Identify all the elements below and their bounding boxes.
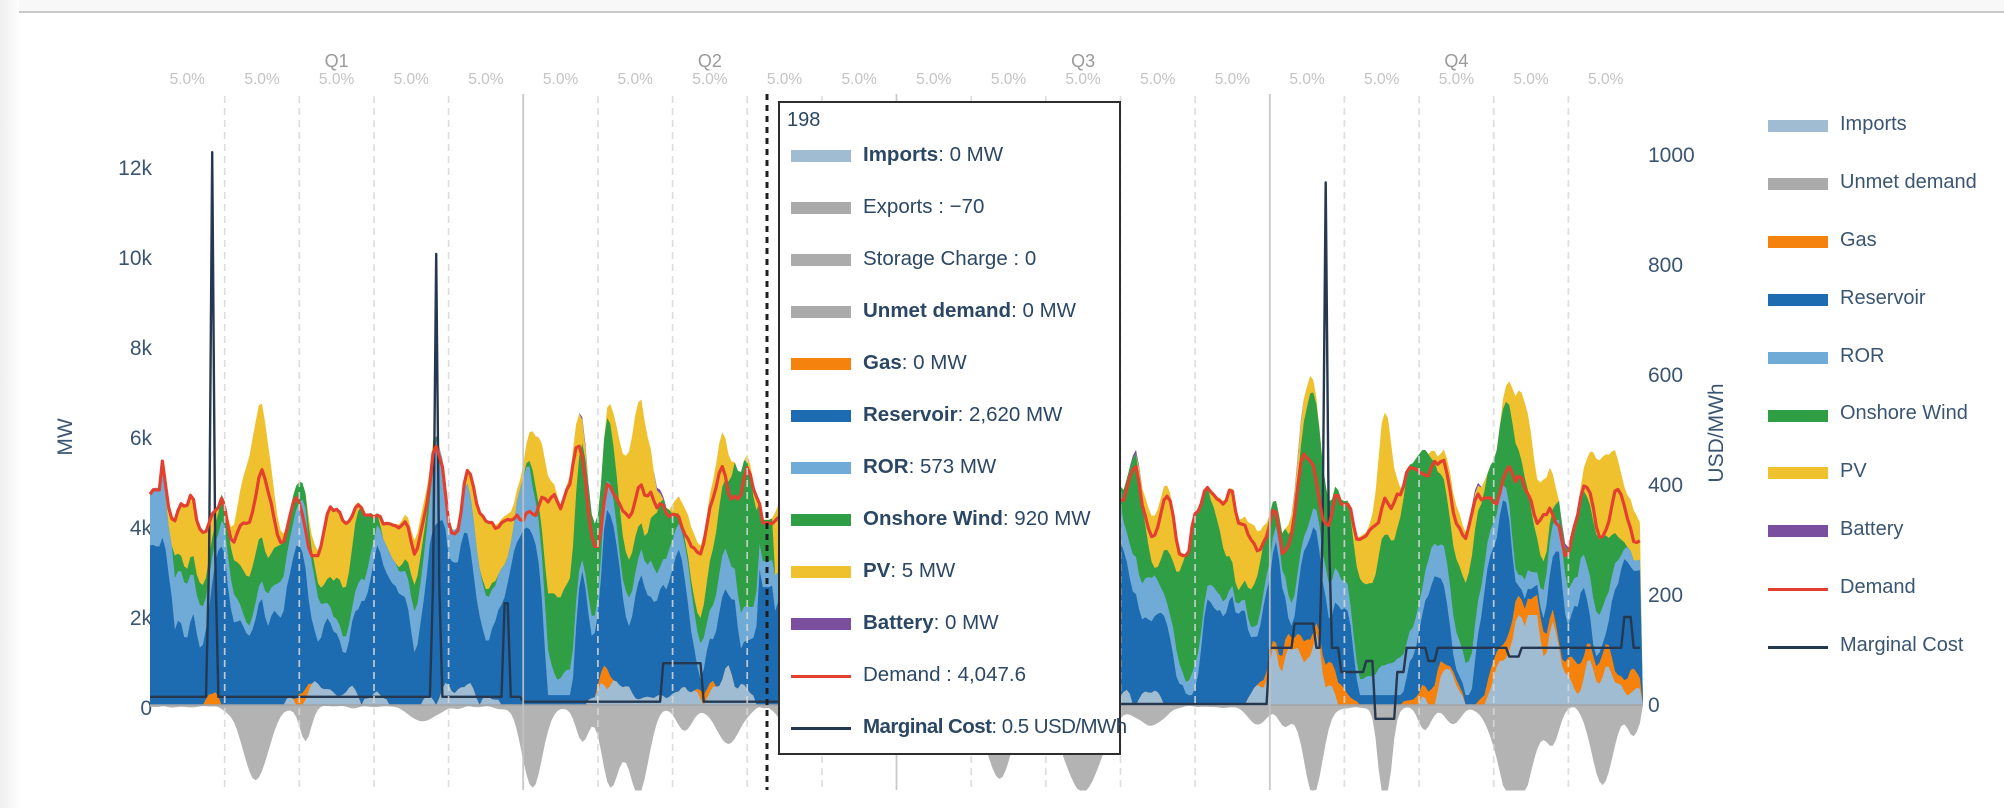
svg-text:5.0%: 5.0% — [916, 71, 952, 88]
svg-text:400: 400 — [1648, 474, 1683, 497]
svg-text:5.0%: 5.0% — [1140, 71, 1176, 88]
svg-text:4k: 4k — [130, 517, 153, 540]
svg-text:0: 0 — [140, 697, 152, 720]
svg-text:Q4: Q4 — [1444, 51, 1468, 71]
svg-text:5.0%: 5.0% — [1364, 71, 1400, 88]
svg-text:Q2: Q2 — [698, 51, 722, 71]
svg-text:2k: 2k — [130, 607, 153, 630]
svg-text:5.0%: 5.0% — [244, 71, 280, 88]
svg-text:8k: 8k — [130, 337, 153, 360]
svg-text:10k: 10k — [118, 247, 152, 270]
svg-text:6k: 6k — [130, 427, 153, 450]
svg-text:5.0%: 5.0% — [170, 71, 206, 88]
svg-text:200: 200 — [1648, 584, 1683, 607]
svg-text:800: 800 — [1648, 254, 1683, 277]
svg-text:5.0%: 5.0% — [692, 71, 728, 88]
svg-text:5.0%: 5.0% — [618, 71, 654, 88]
svg-text:MW: MW — [54, 418, 77, 455]
svg-text:5.0%: 5.0% — [1289, 71, 1325, 88]
svg-text:5.0%: 5.0% — [767, 71, 803, 88]
svg-text:5.0%: 5.0% — [842, 71, 878, 88]
svg-text:5.0%: 5.0% — [991, 71, 1027, 88]
svg-text:5.0%: 5.0% — [394, 71, 430, 88]
svg-text:5.0%: 5.0% — [1439, 71, 1475, 88]
svg-text:5.0%: 5.0% — [319, 71, 355, 88]
svg-text:Q1: Q1 — [325, 51, 349, 71]
svg-text:5.0%: 5.0% — [1513, 71, 1549, 88]
svg-text:5.0%: 5.0% — [543, 71, 579, 88]
svg-text:1000: 1000 — [1648, 144, 1695, 167]
svg-text:5.0%: 5.0% — [1065, 71, 1101, 88]
svg-text:5.0%: 5.0% — [1588, 71, 1624, 88]
svg-text:5.0%: 5.0% — [468, 71, 504, 88]
svg-text:USD/MWh: USD/MWh — [1705, 383, 1728, 482]
svg-text:12k: 12k — [118, 157, 152, 180]
svg-text:600: 600 — [1648, 364, 1683, 387]
svg-text:5.0%: 5.0% — [1215, 71, 1251, 88]
svg-text:0: 0 — [1648, 694, 1660, 717]
svg-text:Q3: Q3 — [1071, 51, 1095, 71]
